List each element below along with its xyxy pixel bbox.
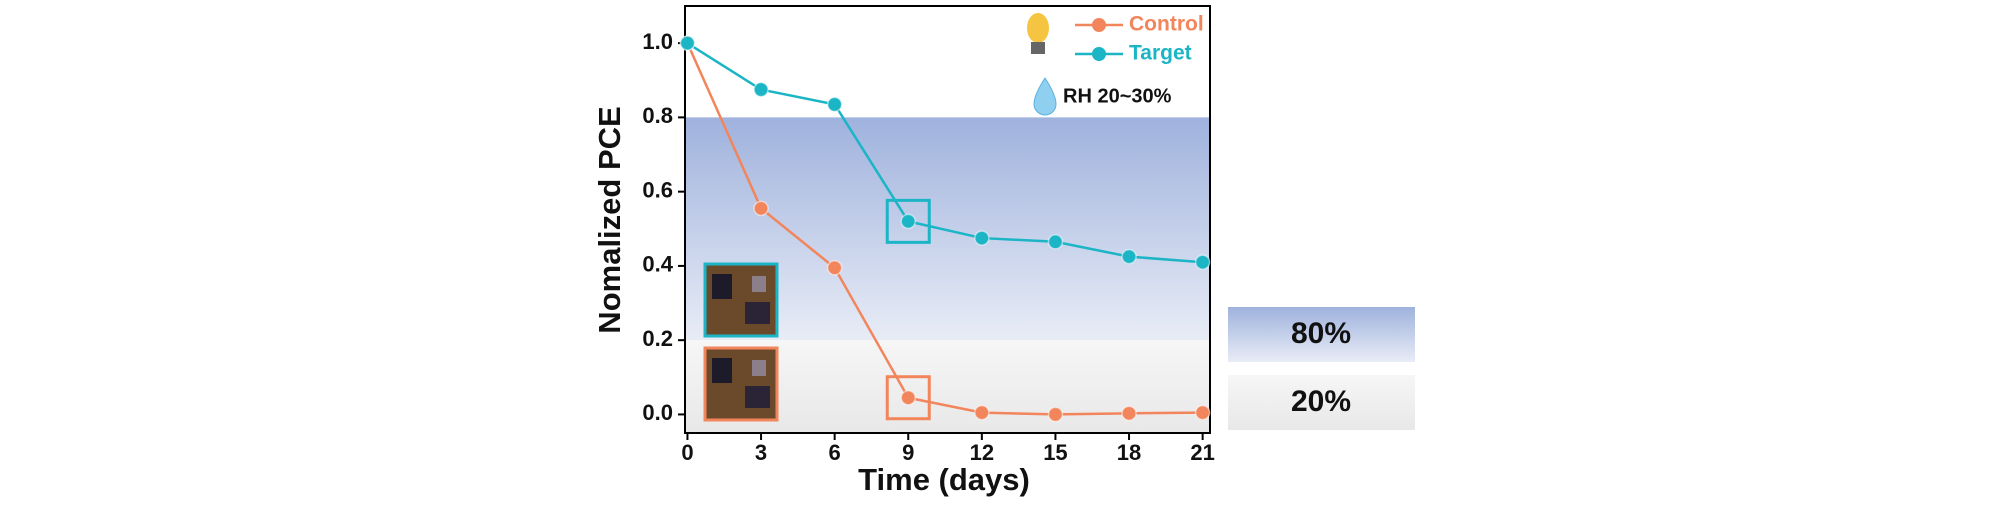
data-point xyxy=(1194,404,1211,421)
data-point xyxy=(974,404,990,421)
band-key xyxy=(1228,375,1415,430)
inset-dark xyxy=(712,358,732,383)
y-tick-label: 1.0 xyxy=(642,29,673,54)
inset-dark xyxy=(745,302,770,324)
x-tick-label: 0 xyxy=(681,440,693,465)
band-label: 80% xyxy=(1291,317,1351,350)
x-tick-label: 3 xyxy=(755,440,767,465)
data-point xyxy=(1047,406,1064,423)
x-tick-label: 6 xyxy=(829,440,841,465)
data-point xyxy=(900,213,916,230)
inset-light xyxy=(752,360,766,376)
x-axis-title: Time (days) xyxy=(858,462,1030,497)
highlight-box xyxy=(885,375,931,421)
band-key xyxy=(1228,307,1415,362)
legend-label: Target xyxy=(1129,42,1192,65)
x-tick-label: 21 xyxy=(1190,440,1214,465)
bulb-base xyxy=(1031,42,1045,54)
data-point xyxy=(974,230,990,246)
data-point xyxy=(753,81,769,98)
y-tick-label: 0.4 xyxy=(642,252,673,277)
legend-label: Control xyxy=(1129,13,1204,36)
bulb-icon xyxy=(1027,13,1049,43)
inset-light xyxy=(752,276,766,292)
plot-frame xyxy=(684,5,1211,434)
data-point xyxy=(826,260,843,276)
y-axis-title: Nomalized PCE xyxy=(592,106,627,333)
series-line xyxy=(686,42,1203,416)
data-point xyxy=(900,389,916,406)
legend-marker xyxy=(1092,47,1106,61)
data-point xyxy=(1121,405,1137,422)
data-point xyxy=(1121,248,1137,265)
legend-marker xyxy=(1092,18,1106,32)
y-tick-label: 0.2 xyxy=(642,326,673,351)
data-point xyxy=(1047,234,1064,250)
y-tick-label: 0.0 xyxy=(642,400,673,425)
y-tick-label: 0.8 xyxy=(642,103,673,128)
data-point xyxy=(1194,254,1211,270)
annotation: RH 20~30% xyxy=(1063,85,1172,107)
series-line xyxy=(686,42,1203,264)
inset-dark xyxy=(745,386,770,408)
highlight-box xyxy=(885,198,931,244)
band-label: 20% xyxy=(1291,385,1351,418)
y-tick-label: 0.6 xyxy=(642,177,673,202)
data-point xyxy=(679,35,696,51)
x-tick-label: 12 xyxy=(970,440,994,465)
x-tick-label: 18 xyxy=(1117,440,1141,465)
data-point xyxy=(826,96,843,113)
inset-dark xyxy=(712,274,732,299)
x-tick-label: 15 xyxy=(1043,440,1067,465)
x-tick-label: 9 xyxy=(902,440,914,465)
drop-icon xyxy=(1033,77,1057,116)
data-point xyxy=(753,200,769,217)
